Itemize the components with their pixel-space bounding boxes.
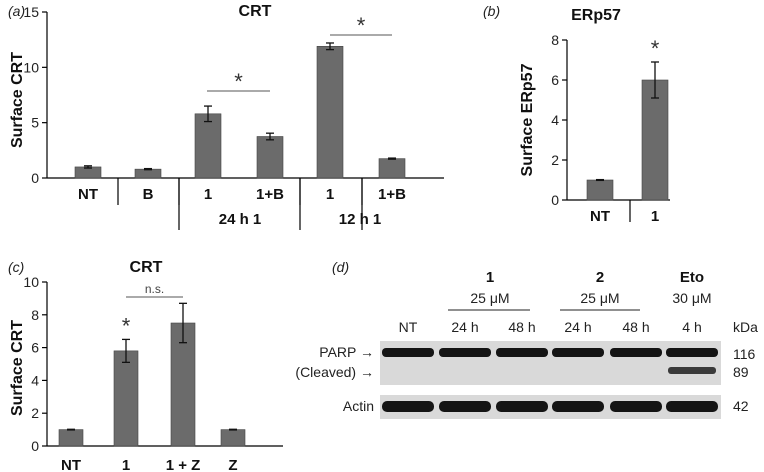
category-label: 1: [326, 186, 334, 203]
group-label: 12 h 1: [339, 211, 382, 228]
blot-group-dose: 30 μM: [672, 290, 711, 306]
bar: [220, 429, 246, 447]
blot-group-name: 2: [596, 269, 604, 286]
blot-lane-label: 24 h: [564, 319, 591, 335]
cleaved-parp-band: [668, 367, 716, 374]
y-tick-label: 5: [31, 115, 39, 131]
chart-b-title: ERp57: [571, 7, 621, 24]
y-tick-label: 6: [551, 72, 559, 88]
panel-b-label: (b): [483, 3, 500, 19]
parp-band: [666, 348, 718, 357]
category-label: 1: [204, 186, 212, 203]
chart-b: (b) ERp57 Surface ERp57 0 2 4 6 8 NT 1 *: [483, 3, 670, 225]
panel-c-label: (c): [8, 259, 24, 275]
blot-lane-label: 24 h: [451, 319, 478, 335]
blot-group-dose: 25 μM: [470, 290, 509, 306]
significance-label: *: [122, 313, 131, 338]
blot-group-name: Eto: [680, 269, 704, 286]
y-tick-label: 2: [31, 405, 39, 421]
group-label: 24 h 1: [219, 211, 262, 228]
parp-band: [382, 348, 434, 357]
category-label: NT: [590, 208, 610, 225]
bar: [586, 179, 614, 201]
bar: [316, 46, 344, 179]
y-tick-label: 10: [23, 274, 39, 290]
blot-lane-label: NT: [399, 319, 418, 335]
blot-row-label: Actin: [343, 398, 374, 414]
category-label: 1+B: [256, 186, 284, 203]
y-tick-label: 0: [551, 192, 559, 208]
y-tick-label: 0: [31, 170, 39, 186]
actin-band: [439, 401, 491, 412]
parp-band: [552, 348, 604, 357]
bar: [170, 322, 196, 447]
category-label: 1+B: [378, 186, 406, 203]
parp-band: [496, 348, 548, 357]
significance-label: n.s.: [145, 282, 164, 296]
blot-row-label: PARP →: [319, 344, 374, 360]
chart-c-title: CRT: [130, 259, 163, 276]
category-label: B: [143, 186, 154, 203]
bar: [641, 79, 669, 201]
y-tick-label: 6: [31, 340, 39, 356]
bar: [58, 429, 84, 447]
category-label: NT: [61, 457, 81, 472]
panel-d-label: (d): [332, 259, 349, 275]
blot-lane-label: 4 h: [682, 319, 701, 335]
y-tick-label: 0: [31, 438, 39, 454]
significance-label: *: [234, 69, 243, 94]
actin-band: [496, 401, 548, 412]
y-tick-label: 8: [551, 32, 559, 48]
chart-a-ylabel: Surface CRT: [9, 52, 26, 148]
y-tick-label: 4: [551, 112, 559, 128]
category-label: Z: [228, 457, 237, 472]
category-label: NT: [78, 186, 98, 203]
significance-label: *: [651, 36, 660, 61]
blot-kda-header: kDa: [733, 319, 758, 335]
category-label: 1: [122, 457, 130, 472]
y-tick-label: 2: [551, 152, 559, 168]
chart-a: (a) CRT Surface CRT 0 5 10 15 24 h 1 12 h 1 NT…: [8, 3, 444, 230]
y-tick-label: 15: [23, 4, 39, 20]
y-tick-label: 4: [31, 372, 39, 388]
blot-kda-value: 89: [733, 364, 749, 380]
blot-kda-value: 42: [733, 398, 749, 414]
blot-kda-value: 116: [733, 346, 756, 362]
bar: [378, 158, 406, 179]
actin-band: [552, 401, 604, 412]
panel-a-label: (a): [8, 3, 25, 19]
chart-c-ylabel: Surface CRT: [9, 320, 26, 416]
blot-group-name: 1: [486, 269, 494, 286]
chart-a-title: CRT: [239, 3, 272, 20]
bar: [194, 113, 222, 179]
actin-band: [382, 401, 434, 412]
blot-lane-label: 48 h: [622, 319, 649, 335]
y-tick-label: 8: [31, 307, 39, 323]
chart-c: (c) CRT Surface CRT 0 2 4 6 8 10 NT 1 1 + Z Z * n.s…: [8, 259, 283, 472]
blot-membrane-actin: [380, 395, 721, 419]
blot-group-dose: 25 μM: [580, 290, 619, 306]
chart-b-ylabel: Surface ERp57: [519, 63, 536, 176]
actin-band: [610, 401, 662, 412]
parp-band: [610, 348, 662, 357]
bar: [256, 136, 284, 179]
actin-band: [666, 401, 718, 412]
blot-lane-label: 48 h: [508, 319, 535, 335]
western-blot: (d) 1 25 μM 2 25 μM Eto 30 μM NT 24 h 48 h 24 h 48…: [295, 259, 758, 419]
bar: [134, 168, 162, 179]
significance-label: *: [357, 13, 366, 38]
blot-row-label: (Cleaved) →: [295, 364, 374, 380]
bar: [113, 350, 139, 447]
blot-membrane-parp: [380, 341, 721, 385]
category-label: 1: [651, 208, 659, 225]
y-tick-label: 10: [23, 59, 39, 75]
parp-band: [439, 348, 491, 357]
category-label: 1 + Z: [166, 457, 201, 472]
